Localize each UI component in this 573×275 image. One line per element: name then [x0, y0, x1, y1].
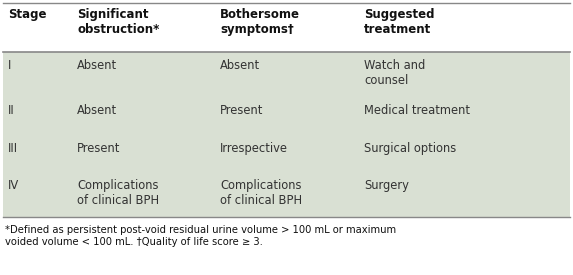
Text: Irrespective: Irrespective [220, 142, 288, 155]
Text: Complications
of clinical BPH: Complications of clinical BPH [77, 179, 159, 207]
Text: Complications
of clinical BPH: Complications of clinical BPH [220, 179, 302, 207]
Text: Significant
obstruction*: Significant obstruction* [77, 8, 159, 36]
Text: Present: Present [220, 104, 264, 117]
Text: *Defined as persistent post-void residual urine volume > 100 mL or maximum
voide: *Defined as persistent post-void residua… [5, 225, 396, 247]
Text: Bothersome
symptoms†: Bothersome symptoms† [220, 8, 300, 36]
Text: Suggested
treatment: Suggested treatment [364, 8, 434, 36]
Text: Surgical options: Surgical options [364, 142, 456, 155]
Text: IV: IV [8, 179, 19, 192]
Text: I: I [8, 59, 11, 72]
Text: Stage: Stage [8, 8, 46, 21]
Text: Absent: Absent [77, 104, 117, 117]
Text: Absent: Absent [77, 59, 117, 72]
Text: Medical treatment: Medical treatment [364, 104, 470, 117]
Bar [3, 52, 570, 217]
Text: Surgery: Surgery [364, 179, 409, 192]
Text: Watch and
counsel: Watch and counsel [364, 59, 425, 87]
Bar [3, 3, 570, 52]
Text: Absent: Absent [220, 59, 260, 72]
Text: Present: Present [77, 142, 120, 155]
Text: III: III [8, 142, 18, 155]
Text: II: II [8, 104, 15, 117]
